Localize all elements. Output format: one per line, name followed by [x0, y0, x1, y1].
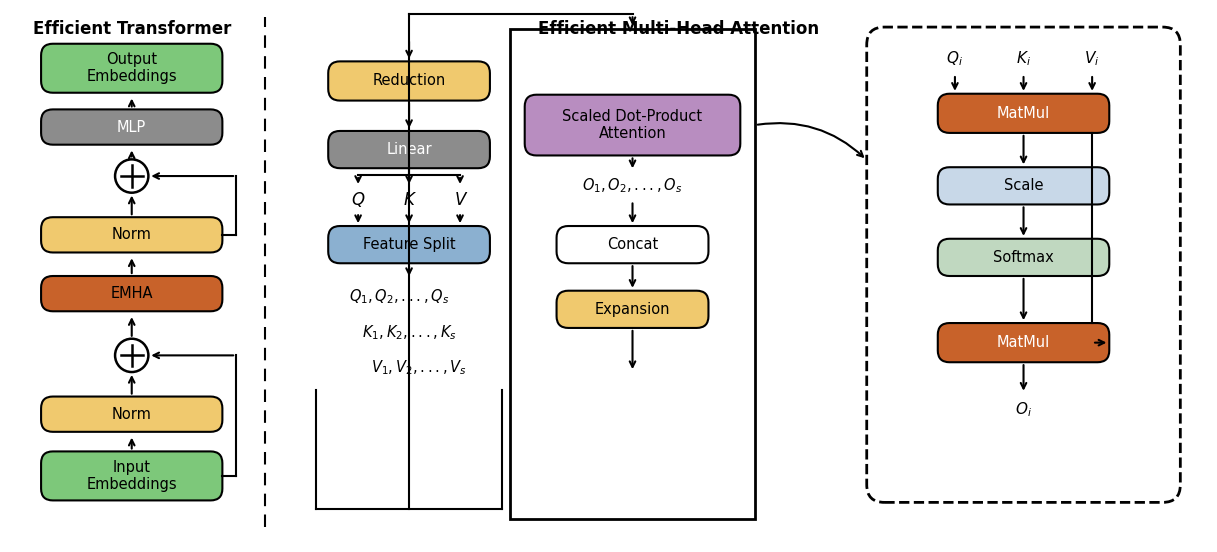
Text: Feature Split: Feature Split [363, 237, 455, 252]
Text: Concat: Concat [607, 237, 658, 252]
FancyBboxPatch shape [329, 61, 490, 100]
Text: Efficient Multi-Head Attention: Efficient Multi-Head Attention [538, 20, 819, 38]
Text: MatMul: MatMul [997, 335, 1050, 350]
FancyBboxPatch shape [41, 452, 223, 501]
Text: $Q_i$: $Q_i$ [947, 49, 964, 68]
Text: Efficient Transformer: Efficient Transformer [33, 20, 231, 38]
Text: $K_i$: $K_i$ [1016, 49, 1031, 68]
Text: MatMul: MatMul [997, 106, 1050, 121]
Text: Input
Embeddings: Input Embeddings [86, 460, 176, 492]
Text: Scaled Dot-Product
Attention: Scaled Dot-Product Attention [562, 109, 702, 141]
Text: Reduction: Reduction [372, 73, 445, 88]
FancyBboxPatch shape [556, 226, 708, 263]
FancyBboxPatch shape [525, 95, 740, 156]
FancyBboxPatch shape [41, 276, 223, 311]
FancyBboxPatch shape [41, 44, 223, 93]
FancyBboxPatch shape [556, 291, 708, 328]
Text: Linear: Linear [386, 142, 432, 157]
Text: Softmax: Softmax [993, 250, 1054, 265]
Text: K: K [404, 190, 415, 209]
FancyBboxPatch shape [938, 167, 1109, 204]
Text: $O_1, O_2,..., O_s$: $O_1, O_2,..., O_s$ [582, 177, 683, 195]
FancyBboxPatch shape [41, 396, 223, 432]
Text: $K_1, K_2,..., K_s$: $K_1, K_2,..., K_s$ [361, 323, 456, 342]
Text: $O_i$: $O_i$ [1015, 400, 1032, 418]
FancyBboxPatch shape [41, 109, 223, 145]
Text: Scale: Scale [1004, 178, 1043, 193]
Text: EMHA: EMHA [111, 286, 153, 301]
Text: Expansion: Expansion [595, 302, 671, 317]
FancyBboxPatch shape [938, 323, 1109, 362]
Text: Norm: Norm [112, 407, 152, 422]
Text: $V_1, V_2,..., V_s$: $V_1, V_2,..., V_s$ [371, 359, 467, 378]
Text: MLP: MLP [117, 120, 146, 135]
Text: $V_i$: $V_i$ [1084, 49, 1100, 68]
FancyBboxPatch shape [329, 131, 490, 168]
Text: Output
Embeddings: Output Embeddings [86, 52, 176, 84]
Text: V: V [454, 190, 466, 209]
FancyBboxPatch shape [329, 226, 490, 263]
FancyBboxPatch shape [41, 217, 223, 252]
FancyBboxPatch shape [938, 239, 1109, 276]
FancyBboxPatch shape [938, 94, 1109, 133]
Text: Q: Q [352, 190, 365, 209]
Text: Norm: Norm [112, 227, 152, 242]
Text: $Q_1, Q_2,..., Q_s$: $Q_1, Q_2,..., Q_s$ [349, 287, 449, 306]
